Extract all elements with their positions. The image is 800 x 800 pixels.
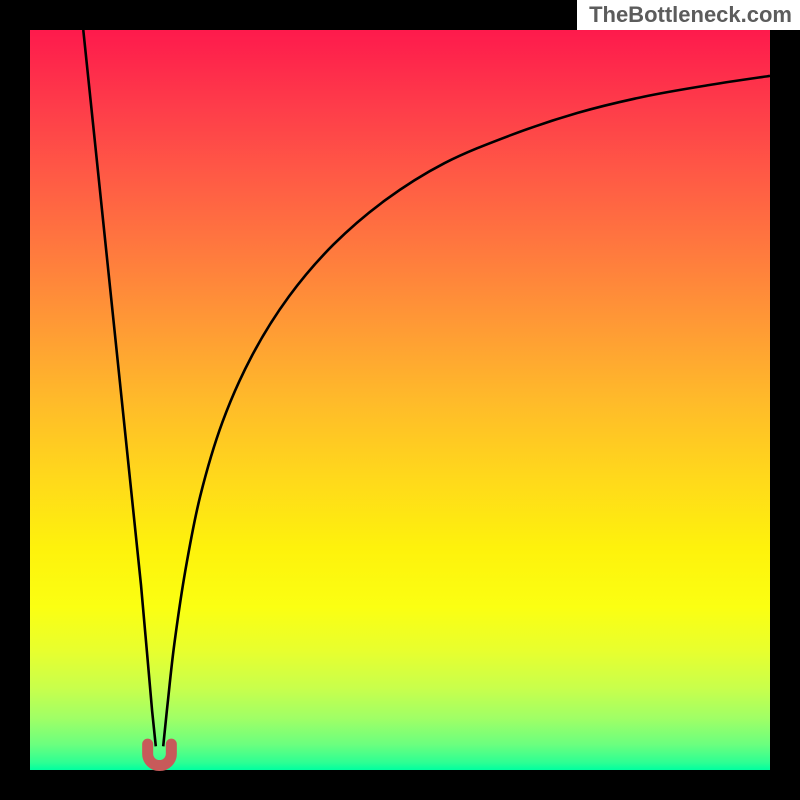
bottleneck-curve-svg: [0, 0, 800, 800]
watermark-strip: TheBottleneck.com: [577, 0, 800, 30]
watermark-label: TheBottleneck.com: [589, 2, 792, 28]
gradient-background: [30, 30, 770, 770]
chart-frame: TheBottleneck.com: [0, 0, 800, 800]
plot-canvas: [0, 0, 800, 800]
